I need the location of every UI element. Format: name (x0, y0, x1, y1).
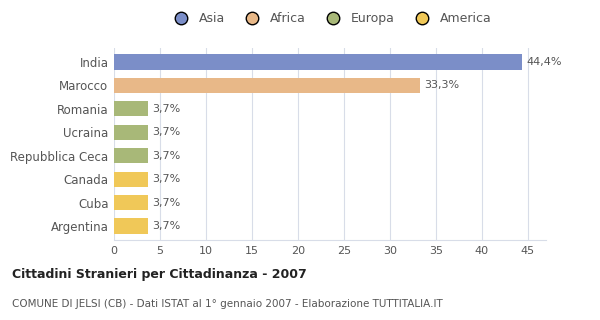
Bar (114, 78, 420, 93)
Bar (114, 195, 148, 210)
Text: 3,7%: 3,7% (152, 197, 181, 208)
Bar (114, 54, 522, 70)
Text: 44,4%: 44,4% (527, 57, 562, 67)
Text: 3,7%: 3,7% (152, 104, 181, 114)
Text: Cittadini Stranieri per Cittadinanza - 2007: Cittadini Stranieri per Cittadinanza - 2… (12, 268, 307, 281)
Bar (114, 148, 148, 163)
Text: 3,7%: 3,7% (152, 221, 181, 231)
Legend: Asia, Africa, Europa, America: Asia, Africa, Europa, America (169, 12, 491, 25)
Text: 3,7%: 3,7% (152, 151, 181, 161)
Text: 33,3%: 33,3% (425, 80, 460, 91)
Bar (114, 125, 148, 140)
Bar (114, 172, 148, 187)
Text: 3,7%: 3,7% (152, 174, 181, 184)
Bar (114, 101, 148, 116)
Text: COMUNE DI JELSI (CB) - Dati ISTAT al 1° gennaio 2007 - Elaborazione TUTTITALIA.I: COMUNE DI JELSI (CB) - Dati ISTAT al 1° … (12, 299, 443, 309)
Bar (114, 218, 148, 234)
Text: 3,7%: 3,7% (152, 127, 181, 137)
